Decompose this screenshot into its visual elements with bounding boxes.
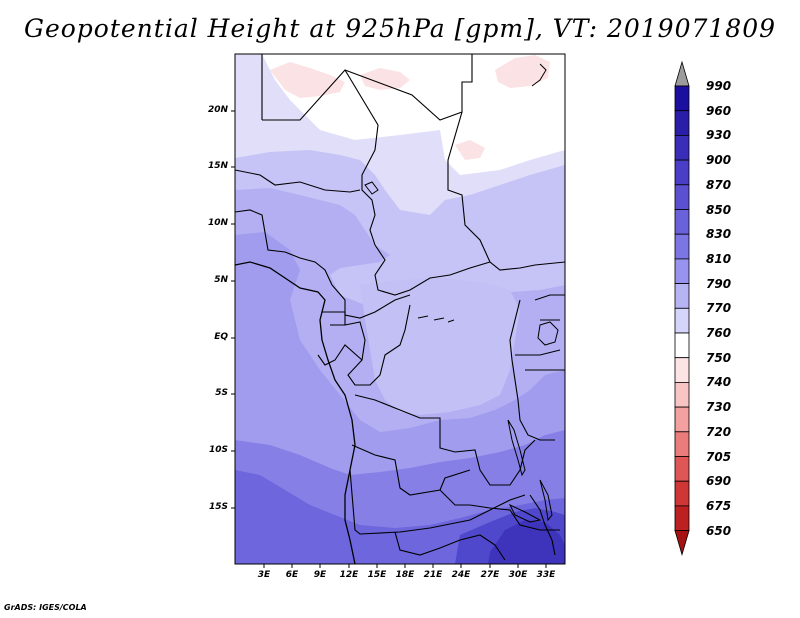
colorbar: [675, 62, 689, 555]
colorbar-label: 690: [706, 475, 731, 487]
footer-credit: GrADS: IGES/COLA: [4, 603, 87, 612]
colorbar-label: 900: [706, 154, 731, 166]
colorbar-label: 730: [706, 401, 731, 413]
lat-label-15n: 15N: [198, 161, 228, 171]
map-svg: [0, 0, 800, 618]
colorbar-label: 740: [706, 376, 731, 388]
colorbar-swatch: [675, 358, 689, 383]
lon-label-15e: 15E: [363, 570, 391, 580]
colorbar-label: 960: [706, 105, 731, 117]
field-basin: [360, 278, 520, 415]
lat-label-10s: 10S: [198, 445, 228, 455]
lon-label-27e: 27E: [476, 570, 504, 580]
colorbar-swatch: [675, 506, 689, 531]
lon-label-6e: 6E: [278, 570, 306, 580]
colorbar-label: 770: [706, 302, 731, 314]
colorbar-swatch: [675, 234, 689, 259]
lat-label-eq: EQ: [198, 332, 228, 342]
colorbar-label: 870: [706, 179, 731, 191]
lat-label-15s: 15S: [198, 502, 228, 512]
lon-label-30e: 30E: [504, 570, 532, 580]
colorbar-swatch: [675, 457, 689, 482]
colorbar-swatch: [675, 481, 689, 506]
colorbar-swatch: [675, 259, 689, 284]
colorbar-swatch: [675, 382, 689, 407]
lat-label-5s: 5S: [198, 388, 228, 398]
lon-label-18e: 18E: [391, 570, 419, 580]
colorbar-label: 930: [706, 129, 731, 141]
colorbar-label: 650: [706, 525, 731, 537]
colorbar-label: 675: [706, 500, 731, 512]
colorbar-label: 830: [706, 228, 731, 240]
colorbar-label: 750: [706, 352, 731, 364]
lon-label-9e: 9E: [306, 570, 334, 580]
lon-ticks: [264, 564, 546, 568]
colorbar-swatch: [675, 432, 689, 457]
colorbar-label: 810: [706, 253, 731, 265]
colorbar-label: 720: [706, 426, 731, 438]
lat-label-5n: 5N: [198, 275, 228, 285]
colorbar-swatch: [675, 160, 689, 185]
colorbar-swatch: [675, 284, 689, 309]
colorbar-swatch: [675, 407, 689, 432]
colorbar-swatch: [675, 185, 689, 210]
colorbar-swatch: [675, 111, 689, 136]
lon-label-12e: 12E: [335, 570, 363, 580]
colorbar-label: 850: [706, 204, 731, 216]
lon-label-33e: 33E: [532, 570, 560, 580]
lon-label-3e: 3E: [250, 570, 278, 580]
colorbar-swatch: [675, 308, 689, 333]
colorbar-swatch: [675, 333, 689, 358]
lon-label-21e: 21E: [419, 570, 447, 580]
colorbar-label: 790: [706, 278, 731, 290]
lon-label-24e: 24E: [447, 570, 475, 580]
colorbar-label: 990: [706, 80, 731, 92]
lat-ticks: [231, 111, 235, 508]
colorbar-swatch: [675, 86, 689, 111]
colorbar-under-triangle: [675, 531, 689, 555]
colorbar-over-triangle: [675, 62, 689, 86]
colorbar-swatch: [675, 135, 689, 160]
colorbar-label: 760: [706, 327, 731, 339]
lat-label-20n: 20N: [198, 105, 228, 115]
colorbar-swatch: [675, 210, 689, 235]
colorbar-label: 705: [706, 451, 731, 463]
lat-label-10n: 10N: [198, 218, 228, 228]
